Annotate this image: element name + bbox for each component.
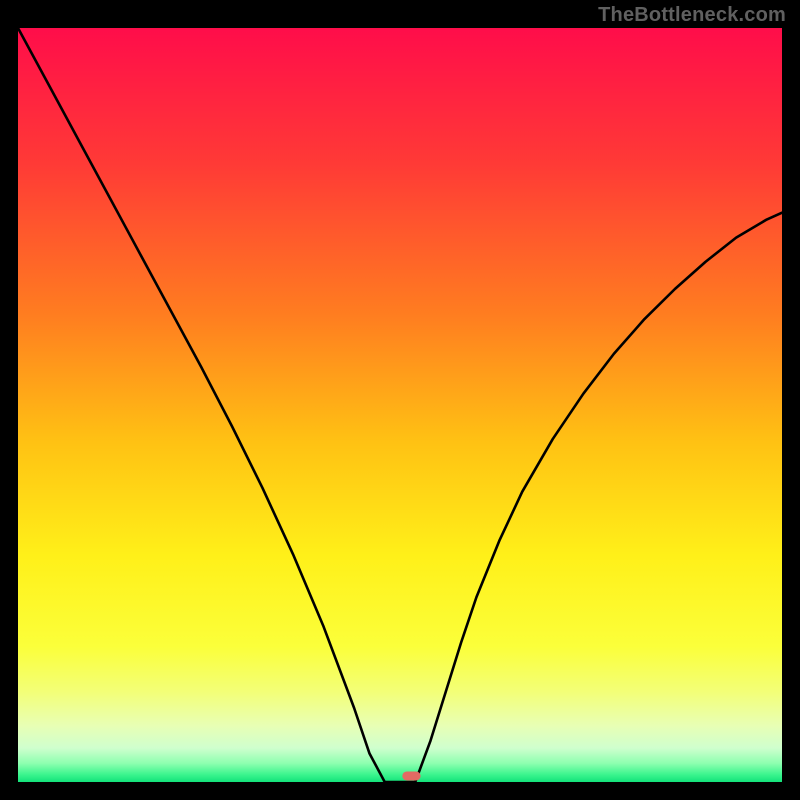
bottleneck-curve-plot bbox=[18, 28, 782, 782]
gradient-background bbox=[18, 28, 782, 782]
optimal-point-marker bbox=[402, 771, 420, 780]
watermark-text: TheBottleneck.com bbox=[598, 4, 786, 27]
chart-container: TheBottleneck.com bbox=[0, 0, 800, 800]
